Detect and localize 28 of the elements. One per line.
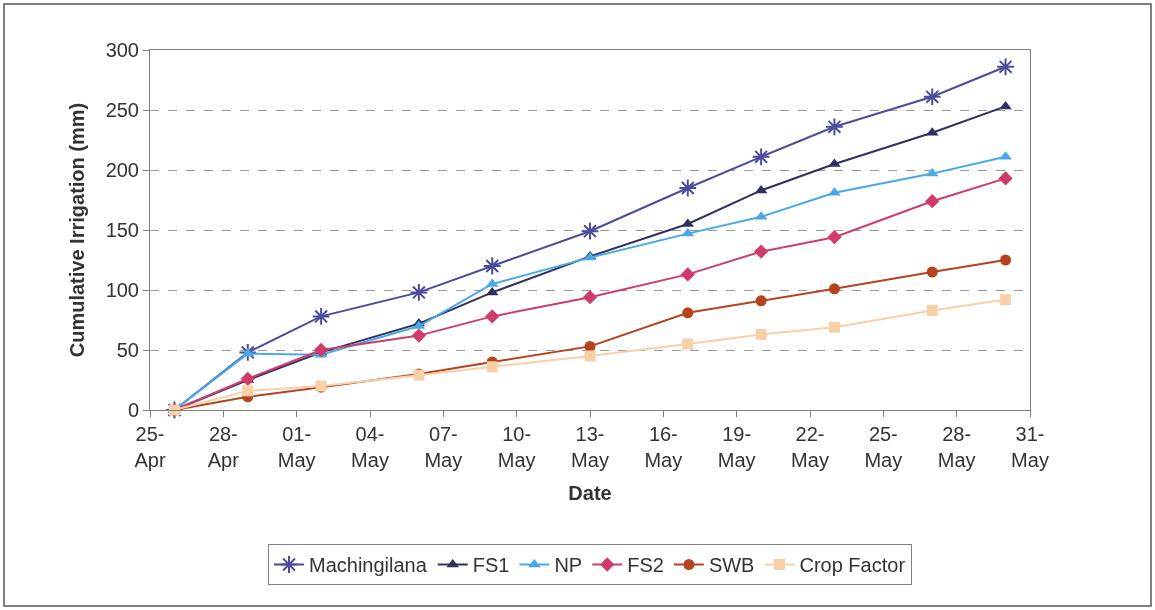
x-tick-label: 10- May: [497, 423, 536, 471]
legend-label: Crop Factor: [799, 554, 906, 577]
x-tick-label: 25- Apr: [134, 423, 166, 471]
x-tick-label: 28- Apr: [207, 423, 240, 471]
x-tick-label: 25- May: [864, 423, 903, 471]
x-tick-label: 22- May: [791, 423, 829, 471]
legend-label: FS2: [627, 554, 664, 577]
x-tick-label: 04- May: [351, 423, 389, 471]
y-tick-label: 0: [127, 399, 139, 421]
legend-label: SWB: [708, 554, 755, 577]
x-tick-label: 31- May: [1011, 423, 1049, 471]
x-tick-label: 28- May: [937, 423, 976, 471]
y-tick-label: 250: [105, 99, 139, 121]
x-tick-label: 13- May: [571, 423, 609, 471]
y-tick-label: 300: [105, 39, 139, 61]
x-axis-title: Date: [568, 481, 612, 504]
x-tick-label: 01- May: [277, 423, 316, 471]
y-tick-label: 50: [116, 339, 139, 361]
legend-label: NP: [554, 554, 583, 577]
y-tick-label: 200: [105, 159, 139, 181]
x-tick-label: 16- May: [644, 423, 683, 471]
legend-label: FS1: [472, 554, 510, 577]
x-tick-label: 19- May: [717, 423, 756, 471]
legend-label: Machingilana: [309, 554, 428, 577]
y-tick-label: 100: [105, 279, 139, 301]
y-tick-label: 150: [105, 219, 139, 241]
x-tick-label: 07- May: [424, 423, 463, 471]
y-axis-title: Cumulative Irrigation (mm): [66, 102, 89, 358]
